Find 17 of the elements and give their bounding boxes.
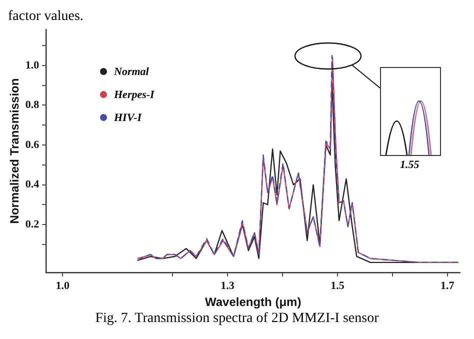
y-tick-label: 0.8 xyxy=(25,99,40,112)
x-tick-label: 1.0 xyxy=(56,280,70,292)
x-tick-label: 1.5 xyxy=(330,280,345,292)
legend-label: Normal xyxy=(114,66,149,78)
text: factor values. xyxy=(8,8,84,26)
y-tick-label: 0.2 xyxy=(25,218,40,230)
y-tick-label: 1.0 xyxy=(25,59,40,72)
y-axis-title: Normalized Transmission xyxy=(8,78,22,224)
y-tick-label: 0.6 xyxy=(25,138,40,151)
x-tick-label: 1.3 xyxy=(220,280,235,292)
annotation: 1.55 xyxy=(400,159,420,171)
legend-label: HIV-I xyxy=(114,112,142,124)
caption: Fig. 7. Transmission spectra of 2D MMZI-I sensor xyxy=(94,311,380,327)
x-axis-title: Wavelength (μm) xyxy=(204,295,302,310)
x-tick-label: 1.7 xyxy=(440,280,455,292)
y-tick-label: 0.4 xyxy=(25,178,40,191)
legend-label: Herpes-I xyxy=(114,88,154,100)
